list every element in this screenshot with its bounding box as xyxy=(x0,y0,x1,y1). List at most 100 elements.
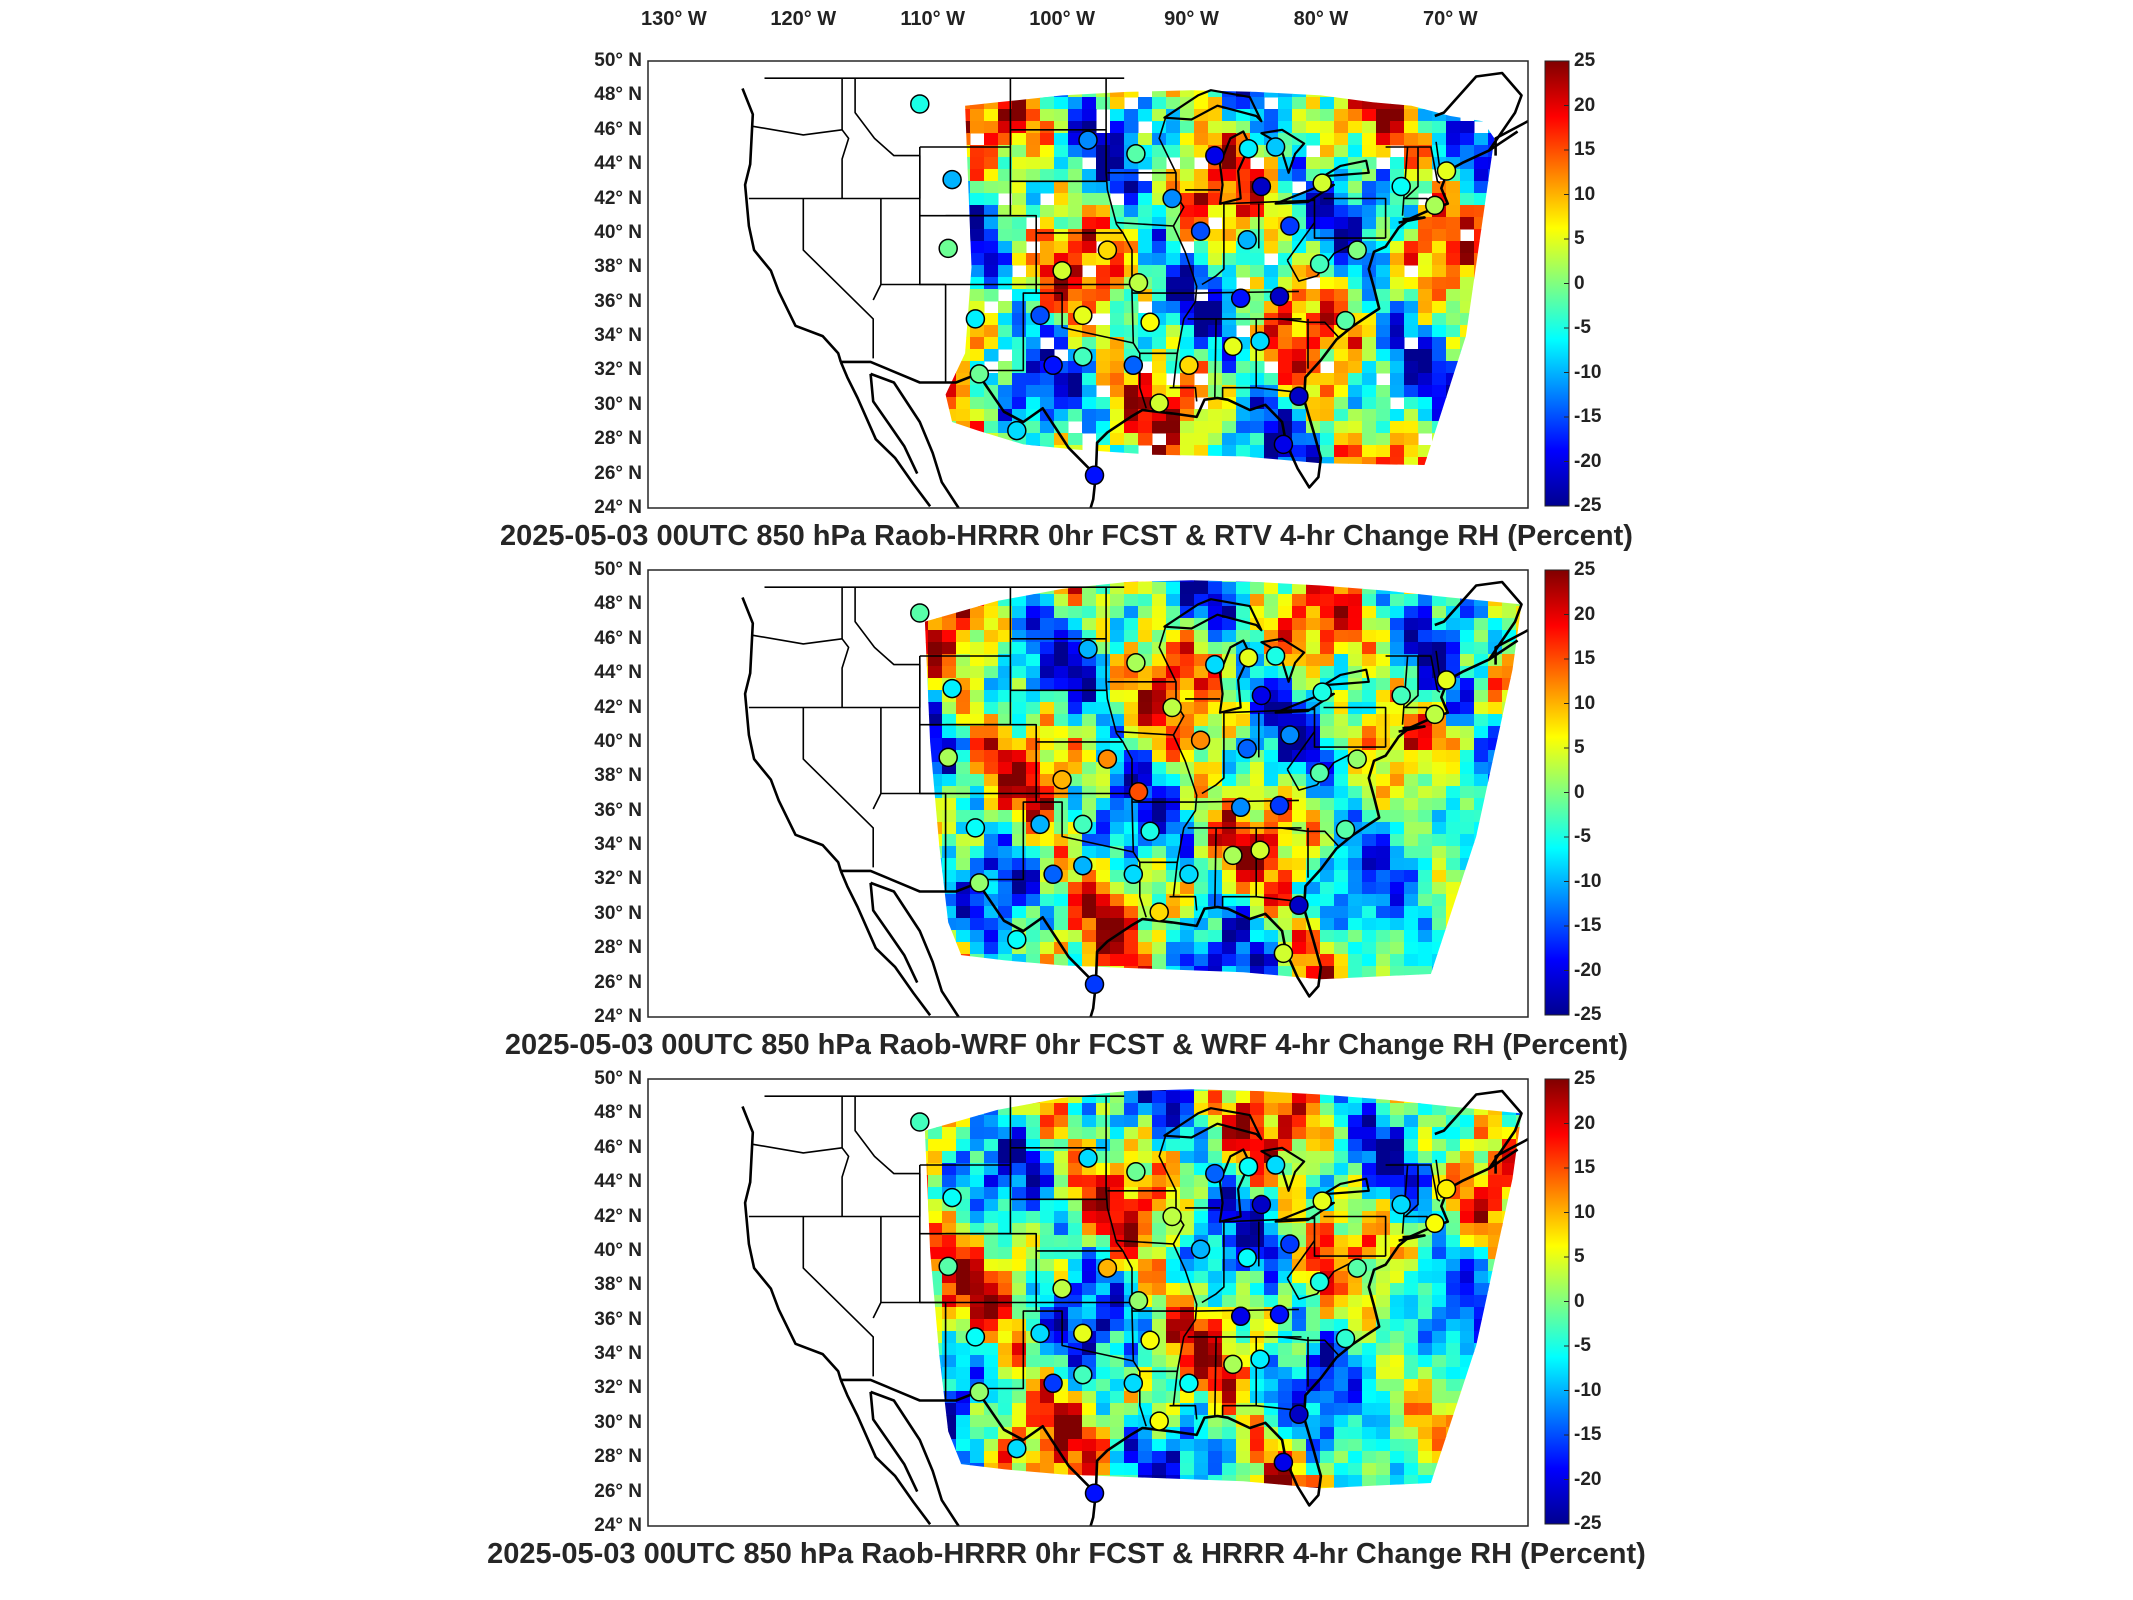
raob-stations xyxy=(910,1112,1457,1504)
station-marker xyxy=(1030,1323,1050,1344)
colorbar-tick-label: 5 xyxy=(1574,737,1585,758)
latitude-label: 32° N xyxy=(594,868,642,890)
latitude-label: 34° N xyxy=(594,325,642,347)
colorbar-tick-label: -20 xyxy=(1574,959,1602,981)
station-marker xyxy=(1179,1373,1199,1394)
station-marker xyxy=(969,364,990,384)
latitude-label: 38° N xyxy=(594,765,642,787)
latitude-label: 48° N xyxy=(594,593,642,615)
station-marker xyxy=(1043,864,1063,885)
station-marker xyxy=(910,94,930,114)
longitude-label: 120° W xyxy=(770,8,837,30)
station-marker xyxy=(1237,739,1257,759)
latitude-label: 28° N xyxy=(594,1446,642,1468)
map-wrf xyxy=(647,569,1570,1018)
latitude-label: 38° N xyxy=(594,256,642,278)
colorbar-tick-label: -25 xyxy=(1574,1004,1602,1025)
colorbar-tick-label: 5 xyxy=(1574,1246,1585,1267)
station-marker xyxy=(1190,730,1211,750)
station-marker xyxy=(1149,902,1169,922)
station-marker xyxy=(1097,240,1118,260)
latitude-label: 40° N xyxy=(594,730,642,752)
station-marker xyxy=(1126,653,1146,673)
station-marker xyxy=(1123,355,1144,376)
station-marker xyxy=(1140,821,1160,842)
station-marker xyxy=(1223,336,1243,357)
station-marker xyxy=(1237,230,1257,250)
latitude-label: 44° N xyxy=(594,1171,642,1193)
colorbar-tick-label: 15 xyxy=(1574,139,1596,160)
station-marker xyxy=(1391,1194,1411,1215)
station-marker xyxy=(1425,704,1445,725)
colorbar-tick-label: 5 xyxy=(1574,228,1585,249)
latitude-label: 48° N xyxy=(594,1102,642,1124)
latitude-label: 24° N xyxy=(594,1006,642,1027)
colorbar-tick-label: 0 xyxy=(1574,272,1585,294)
colorbar-tick-label: 10 xyxy=(1574,183,1596,205)
latitude-label: 26° N xyxy=(594,462,642,484)
latitude-label: 32° N xyxy=(594,359,642,381)
station-marker xyxy=(1237,1248,1257,1268)
station-marker xyxy=(1043,1373,1063,1394)
station-marker xyxy=(1073,346,1093,367)
colorbar-tick-label: 10 xyxy=(1574,692,1596,714)
station-marker xyxy=(1030,814,1050,835)
station-marker xyxy=(1312,173,1332,193)
station-marker xyxy=(1073,305,1093,326)
colorbar-tick-label: -15 xyxy=(1574,1424,1602,1445)
station-marker xyxy=(1043,355,1063,376)
longitude-label: 80° W xyxy=(1293,8,1349,30)
latitude-label: 24° N xyxy=(594,497,642,518)
latitude-label: 50° N xyxy=(594,1068,642,1089)
panel-title: 2025-05-03 00UTC 850 hPa Raob-HRRR 0hr F… xyxy=(487,1538,1646,1570)
station-marker xyxy=(1223,845,1243,866)
station-marker xyxy=(1250,1349,1270,1369)
station-marker xyxy=(1128,1291,1149,1311)
colorbar-tick-label: 15 xyxy=(1574,648,1596,669)
latitude-label: 30° N xyxy=(594,393,642,415)
colorbar-tick-label: -10 xyxy=(1574,361,1602,383)
longitude-label: 100° W xyxy=(1029,8,1096,30)
latitude-label: 34° N xyxy=(594,834,642,856)
station-marker xyxy=(1280,216,1300,236)
station-marker xyxy=(1190,221,1211,241)
longitude-label: 130° W xyxy=(640,8,707,30)
station-marker xyxy=(1309,254,1330,274)
station-marker xyxy=(1251,176,1272,197)
geography-outlines xyxy=(741,1089,1528,1526)
station-marker xyxy=(1265,137,1286,157)
longitude-label: 70° W xyxy=(1423,8,1478,30)
station-marker xyxy=(1078,130,1098,150)
station-marker xyxy=(1335,1328,1356,1349)
station-marker xyxy=(1238,647,1259,668)
station-marker xyxy=(1280,1234,1300,1254)
panel-rtv: 2025-05-03 00UTC 850 hPa Raob-HRRR 0hr F… xyxy=(0,50,2133,568)
station-marker xyxy=(1084,465,1105,486)
station-marker xyxy=(1179,355,1199,376)
map-border xyxy=(647,1078,1529,1527)
station-marker xyxy=(1149,1411,1169,1431)
colorbar-tick-label: 20 xyxy=(1574,1112,1596,1134)
station-marker xyxy=(938,238,958,259)
station-marker xyxy=(1309,1272,1330,1292)
latitude-label: 26° N xyxy=(594,971,642,993)
station-marker xyxy=(1391,685,1411,706)
station-marker xyxy=(938,747,958,768)
map-border xyxy=(647,60,1529,509)
station-marker xyxy=(1149,393,1169,413)
colorbar-tick-label: 25 xyxy=(1574,50,1596,71)
station-marker xyxy=(1140,1330,1160,1351)
station-marker xyxy=(965,309,986,329)
station-marker xyxy=(1190,1239,1211,1259)
station-marker xyxy=(965,1327,986,1347)
colorbar-tick-label: 20 xyxy=(1574,603,1596,625)
station-marker xyxy=(1347,1258,1367,1278)
station-marker xyxy=(1436,161,1457,181)
station-marker xyxy=(1007,1438,1027,1459)
longitude-label: 90° W xyxy=(1164,8,1219,30)
station-marker xyxy=(1073,1364,1093,1385)
station-marker xyxy=(1073,814,1093,835)
colorbar-tick-label: -10 xyxy=(1574,1379,1602,1401)
station-marker xyxy=(1030,305,1050,326)
map-hrrr xyxy=(647,1078,1570,1527)
